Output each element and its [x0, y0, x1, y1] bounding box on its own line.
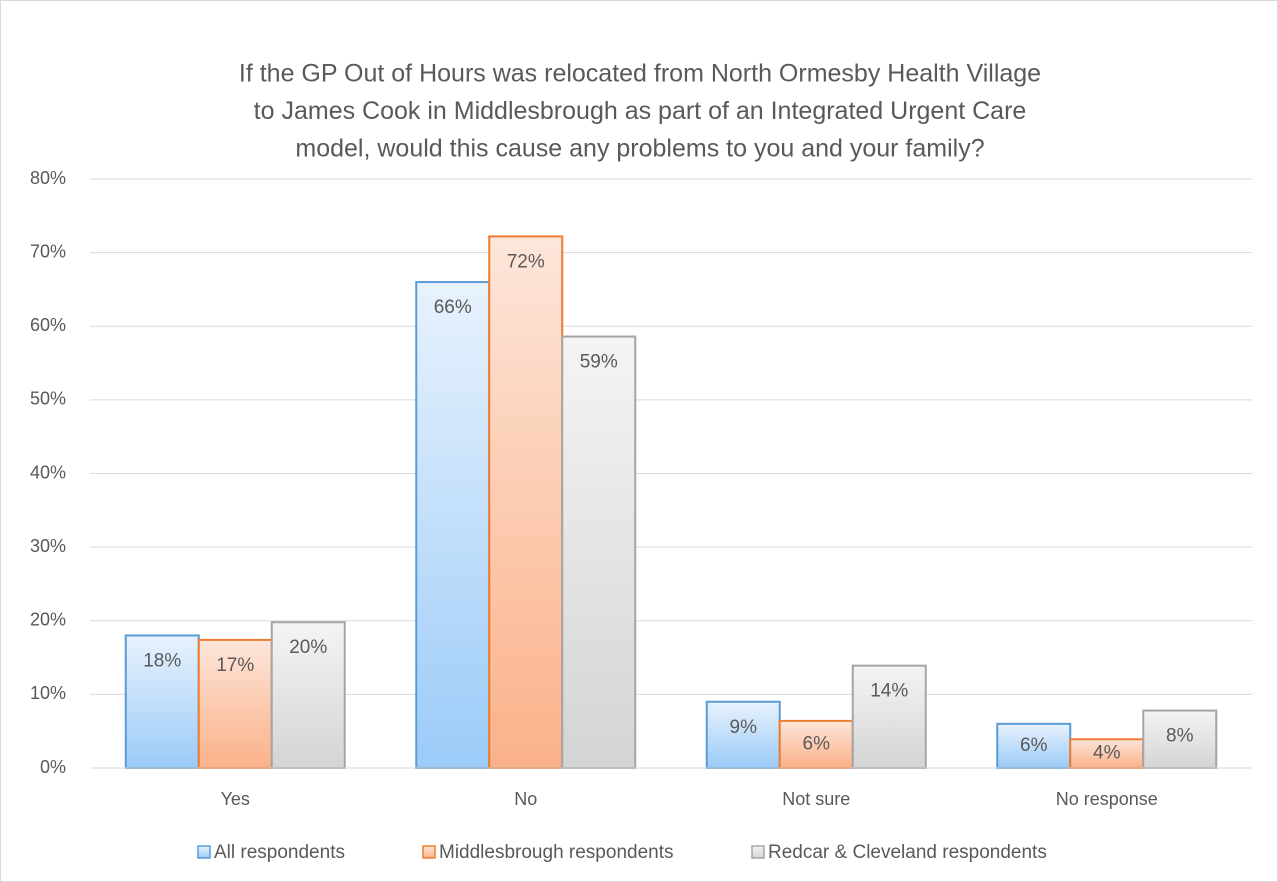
data-label: 14%	[870, 681, 908, 702]
data-label: 17%	[216, 655, 254, 676]
y-tick-label: 70%	[30, 241, 66, 261]
legend-label: Middlesbrough respondents	[439, 842, 674, 863]
legend-swatch	[422, 845, 436, 859]
data-label: 59%	[580, 352, 618, 373]
y-tick-label: 10%	[30, 683, 66, 703]
data-label: 6%	[1020, 735, 1048, 756]
legend-swatch	[197, 845, 211, 859]
chart-title: If the GP Out of Hours was relocated fro…	[239, 60, 1041, 88]
x-tick-label: No	[514, 789, 537, 809]
bar	[1069, 738, 1145, 770]
x-tick-label: Not sure	[782, 789, 850, 809]
bar	[851, 664, 927, 770]
legend-label: Redcar & Cleveland respondents	[768, 842, 1047, 863]
y-tick-label: 60%	[30, 315, 66, 335]
legend-swatch	[751, 845, 765, 859]
data-label: 8%	[1166, 726, 1194, 747]
y-tick-label: 50%	[30, 389, 66, 409]
data-label: 72%	[507, 251, 545, 272]
bar	[415, 281, 491, 769]
data-label: 66%	[434, 297, 472, 318]
data-label: 9%	[730, 717, 758, 738]
data-label: 6%	[803, 733, 831, 754]
data-label: 18%	[143, 650, 181, 671]
bar	[561, 335, 637, 769]
y-tick-label: 20%	[30, 610, 66, 630]
y-tick-label: 40%	[30, 462, 66, 482]
y-tick-label: 0%	[40, 757, 66, 777]
y-tick-label: 30%	[30, 536, 66, 556]
bar	[488, 235, 564, 770]
data-label: 20%	[289, 637, 327, 658]
chart-title: model, would this cause any problems to …	[295, 135, 984, 163]
chart-title: to James Cook in Middlesbrough as part o…	[254, 97, 1027, 125]
x-tick-label: Yes	[221, 789, 250, 809]
data-label: 4%	[1093, 743, 1121, 764]
legend-label: All respondents	[214, 842, 345, 863]
x-tick-label: No response	[1056, 789, 1158, 809]
y-tick-label: 80%	[30, 168, 66, 188]
